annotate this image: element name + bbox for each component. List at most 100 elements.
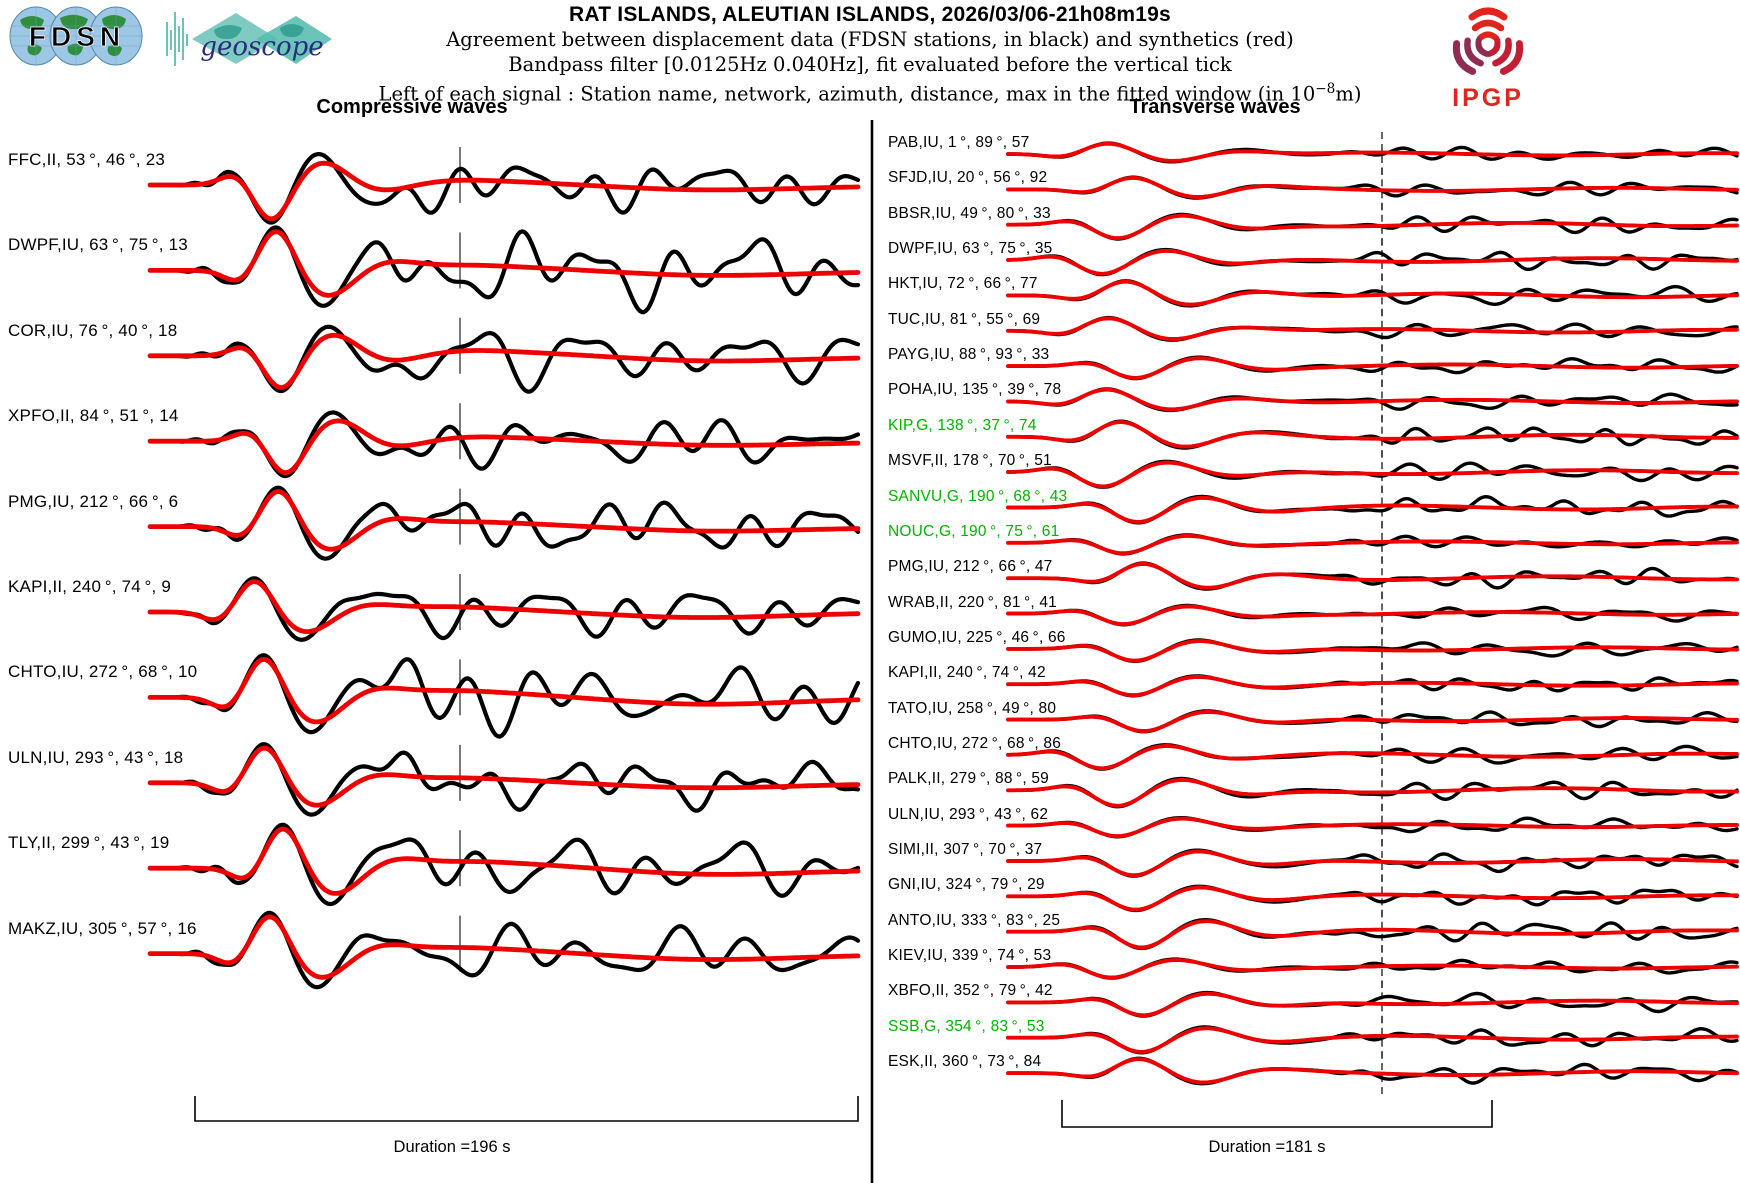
compressive-waves-heading: Compressive waves	[316, 96, 508, 118]
waveform-row	[1006, 591, 1739, 636]
synthetic-trace	[1006, 604, 1739, 627]
waveform-row	[1006, 839, 1739, 883]
data-trace	[147, 152, 861, 225]
synthetic-trace	[1006, 1057, 1739, 1085]
synthetic-trace	[1006, 213, 1739, 241]
synthetic-trace	[147, 745, 861, 808]
geoscope-logo: geoscope	[162, 8, 334, 73]
fdsn-logo-text: FDSN	[29, 21, 125, 52]
duration-bracket	[1061, 1100, 1493, 1128]
synthetic-trace	[147, 826, 861, 896]
data-trace	[147, 910, 861, 990]
transverse-duration-label: Duration =181 s	[1208, 1138, 1326, 1156]
fdsn-continents	[20, 14, 126, 57]
waveform-row	[1006, 167, 1739, 212]
synthetic-trace	[147, 160, 861, 222]
synthetic-trace	[1006, 279, 1739, 307]
transverse-waves-heading: Transverse waves	[1129, 96, 1301, 118]
synthetic-trace	[1006, 958, 1739, 980]
waveform-row	[147, 317, 861, 394]
waveform-row	[1006, 980, 1739, 1025]
waveform-row	[1006, 803, 1739, 848]
synthetic-trace	[1006, 248, 1739, 276]
waveform-row	[1006, 379, 1739, 424]
waveform-row	[1006, 1015, 1739, 1060]
synthetic-trace	[1006, 533, 1739, 556]
waveform-row	[1006, 732, 1739, 777]
synthetic-trace	[1006, 710, 1739, 733]
geoscope-logo-text: geoscope	[200, 32, 323, 62]
synthetic-trace	[1006, 991, 1739, 1018]
synthetic-trace	[1006, 1026, 1739, 1054]
synthetic-trace	[147, 579, 861, 634]
ipgp-logo: IPGP	[1438, 2, 1538, 117]
synthetic-trace	[1006, 778, 1739, 808]
waveform-row	[1006, 485, 1739, 530]
waveform-row	[147, 147, 861, 225]
subtitle-legend: Left of each signal : Station name, netw…	[378, 81, 1362, 106]
synthetic-trace	[1006, 495, 1739, 524]
synthetic-trace	[1006, 387, 1739, 412]
synthetic-trace	[1006, 316, 1739, 341]
subtitle-agreement: Agreement between displacement data (FDS…	[446, 28, 1294, 51]
duration-bracket	[194, 1096, 859, 1122]
synthetic-trace	[1006, 562, 1739, 590]
synthetic-trace	[1006, 175, 1739, 199]
waveform-row	[147, 574, 861, 642]
waveform-row	[147, 910, 861, 990]
synthetic-trace	[1006, 919, 1739, 950]
waveform-row	[1006, 202, 1739, 247]
data-trace	[1006, 918, 1739, 951]
waveform-row	[1006, 874, 1739, 919]
fdsn-logo: FDSN	[8, 4, 146, 73]
waveform-row	[1006, 450, 1739, 495]
waveform-row	[147, 225, 861, 315]
geoscope-seismogram-icon	[166, 12, 188, 66]
waveform-row	[1006, 626, 1739, 671]
synthetic-trace	[1006, 744, 1739, 771]
waveform-row	[147, 742, 861, 817]
figure-title: RAT ISLANDS, ALEUTIAN ISLANDS, 2026/03/0…	[569, 3, 1171, 26]
synthetic-trace	[1006, 460, 1739, 489]
waveform-row	[1006, 1051, 1739, 1096]
data-trace	[147, 225, 861, 315]
synthetic-trace	[147, 489, 861, 552]
waveform-row	[1006, 768, 1739, 813]
data-trace	[147, 653, 861, 739]
figure-header: RAT ISLANDS, ALEUTIAN ISLANDS, 2026/03/0…	[0, 2, 1740, 107]
legend-exponent: −8	[1315, 81, 1336, 97]
synthetic-trace	[1006, 639, 1739, 663]
synthetic-trace	[147, 418, 861, 475]
synthetic-trace	[1006, 420, 1739, 449]
waveform-row	[1006, 273, 1739, 318]
compressive-duration-label: Duration =196 s	[393, 1138, 511, 1156]
data-trace	[147, 742, 861, 817]
synthetic-trace	[147, 914, 861, 980]
synthetic-trace	[147, 229, 861, 298]
waveform-row	[1006, 344, 1739, 389]
synthetic-trace	[1006, 816, 1739, 839]
waveform-row	[1006, 132, 1739, 176]
waveform-row	[1006, 520, 1739, 565]
synthetic-trace	[1006, 141, 1739, 163]
waveform-row	[1006, 308, 1739, 353]
synthetic-trace	[147, 332, 861, 390]
waveform-row	[1006, 662, 1739, 707]
synthetic-trace	[1006, 849, 1739, 878]
waveform-row	[1006, 697, 1739, 742]
synthetic-trace	[1006, 675, 1739, 698]
waveform-row	[1006, 909, 1739, 954]
waveform-row	[1006, 556, 1739, 601]
waveform-row	[1006, 945, 1739, 990]
synthetic-trace	[147, 657, 861, 725]
waveform-row	[147, 403, 861, 479]
waveform-row	[147, 822, 861, 907]
waveform-row	[1006, 414, 1739, 459]
waveform-row	[1006, 238, 1739, 283]
synthetic-trace	[1006, 885, 1739, 912]
subtitle-bandpass: Bandpass filter [0.0125Hz 0.040Hz], fit …	[508, 53, 1232, 76]
waveform-row	[147, 485, 861, 561]
waveform-row	[147, 653, 861, 739]
